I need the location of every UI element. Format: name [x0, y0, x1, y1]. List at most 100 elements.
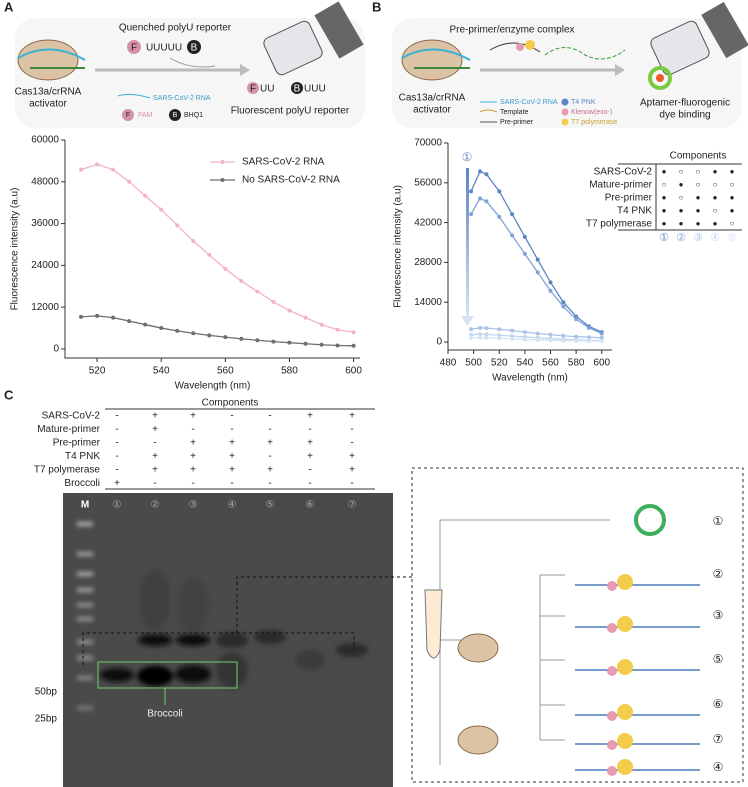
- row-mark: +: [349, 411, 355, 422]
- data-point: [535, 331, 540, 336]
- row-mark: ●: [662, 219, 667, 228]
- data-point: [95, 162, 100, 167]
- row-mark: ●: [662, 206, 667, 215]
- data-point: [255, 338, 260, 343]
- arrow-head: [240, 64, 250, 76]
- arrow: [169, 57, 216, 68]
- row-mark: ●: [662, 167, 667, 176]
- data-point: [586, 335, 591, 340]
- schematic-a: Cas13a/crRNA activator Quenched polyU re…: [15, 1, 365, 128]
- row-mark: ○: [679, 193, 684, 202]
- enzyme: [516, 43, 524, 51]
- data-point: [159, 207, 164, 212]
- highlight-box: [97, 661, 238, 689]
- row-mark: +: [267, 465, 273, 476]
- marker-label: 50bp: [35, 687, 58, 698]
- data-point: [548, 338, 553, 343]
- aptamer: [648, 66, 672, 90]
- y-axis-label: Fluorescence intensity (a.u): [10, 188, 21, 311]
- row-mark: +: [229, 465, 235, 476]
- data-point: [159, 326, 164, 331]
- data-point: [484, 199, 489, 204]
- series-line: [470, 170, 603, 333]
- tube: [424, 589, 443, 659]
- x-tick-label: 480: [440, 358, 457, 369]
- data-point: [303, 315, 308, 320]
- cas13a: [401, 39, 463, 81]
- label: B: [173, 112, 178, 119]
- row-mark: +: [152, 424, 158, 435]
- row-mark: +: [307, 411, 313, 422]
- label: Klenow(exo-): [571, 109, 612, 116]
- data-point: [535, 337, 540, 342]
- y-axis-label: Fluorescence intensity (a.u): [393, 185, 404, 308]
- y-tick-label: 56000: [414, 177, 442, 188]
- data-point: [469, 332, 474, 337]
- label: BHQ1: [184, 112, 203, 119]
- label: Aptamer-fluorogenic: [640, 98, 730, 109]
- data-point: [478, 325, 483, 330]
- legend-label: ④: [710, 232, 720, 244]
- series-line: [80, 163, 354, 333]
- data-point: [561, 300, 566, 305]
- panel-label: C: [4, 387, 14, 402]
- table-title: Components: [202, 398, 259, 409]
- data-point: [239, 279, 244, 284]
- data-point: [143, 193, 148, 198]
- data-point: [561, 304, 566, 309]
- legend-line: [479, 109, 498, 113]
- row-mark: +: [190, 438, 196, 449]
- label: F: [250, 84, 256, 95]
- x-tick-label: 560: [542, 358, 559, 369]
- row-mark: ○: [730, 219, 735, 228]
- schematic-b: Cas13a/crRNA activator Pre-primer/enzyme…: [392, 1, 748, 128]
- label: UU: [260, 84, 274, 95]
- data-point: [271, 339, 276, 344]
- arrow-head: [615, 64, 625, 76]
- device: [650, 20, 710, 76]
- data-point: [535, 270, 540, 275]
- row-mark: ●: [713, 167, 718, 176]
- label: activator: [413, 105, 451, 116]
- data-point: [207, 252, 212, 257]
- legend-label: SARS-CoV-2 RNA: [242, 157, 325, 168]
- y-tick-label: 60000: [31, 135, 59, 146]
- row-mark: -: [308, 424, 311, 435]
- data-point: [469, 189, 474, 194]
- data-point: [191, 331, 196, 336]
- label: Quenched polyU reporter: [119, 23, 232, 34]
- row-mark: -: [115, 424, 118, 435]
- series-line: [80, 315, 354, 347]
- row-mark: -: [350, 438, 353, 449]
- data-point: [271, 299, 276, 304]
- row-mark: -: [230, 424, 233, 435]
- template: [489, 42, 541, 53]
- data-point: [522, 251, 527, 256]
- row-mark: +: [229, 451, 235, 462]
- diagram-box: [411, 467, 744, 783]
- data-point: [522, 337, 527, 342]
- data-point: [469, 335, 474, 340]
- table-title: Components: [670, 151, 727, 162]
- marker-label: 25bp: [35, 714, 58, 725]
- row-mark: -: [115, 465, 118, 476]
- legend-label: ③: [693, 232, 703, 244]
- y-tick-label: 0: [436, 337, 442, 348]
- cas13a: [457, 633, 499, 663]
- panel-label: B: [372, 0, 381, 14]
- x-tick-label: 520: [491, 358, 508, 369]
- label: F: [131, 43, 137, 54]
- x-tick-label: 500: [465, 358, 482, 369]
- data-point: [548, 332, 553, 337]
- legend-label: ①: [659, 232, 669, 244]
- diagram-label: ①: [713, 514, 724, 528]
- diagram-label: ③: [713, 608, 724, 622]
- row-name: SARS-CoV-2: [594, 167, 653, 178]
- panel-label: A: [4, 0, 14, 14]
- row-mark: ○: [696, 180, 701, 189]
- row-mark: ●: [730, 193, 735, 202]
- data-point: [175, 328, 180, 333]
- data-point: [127, 179, 132, 184]
- annotation-arrow: [466, 168, 469, 318]
- fam: [127, 40, 141, 54]
